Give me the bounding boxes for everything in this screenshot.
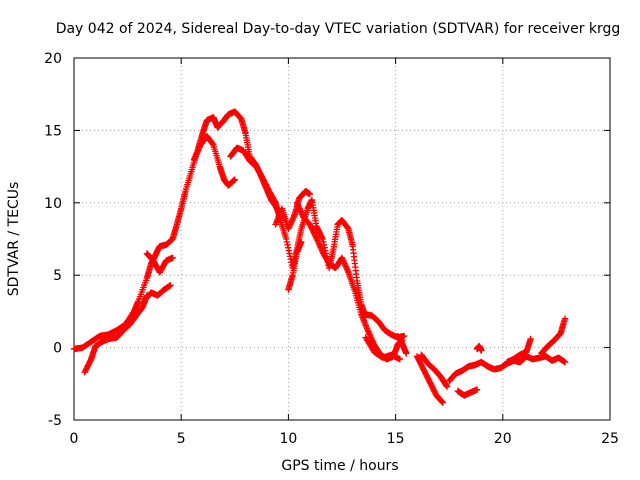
grid <box>74 58 610 420</box>
axis-ticks <box>73 57 611 421</box>
data-point <box>298 238 305 246</box>
data-point <box>231 176 238 183</box>
series-track-r <box>503 335 534 366</box>
data-point <box>527 335 534 343</box>
y-tick-label: 0 <box>53 341 62 357</box>
data-point <box>403 350 410 357</box>
x-axis-label: GPS time / hours <box>281 458 398 474</box>
data-point <box>167 282 174 289</box>
y-tick-label: 15 <box>44 123 62 139</box>
x-tick-label: 0 <box>70 431 79 447</box>
series-track-e <box>190 132 238 189</box>
y-tick-label: 5 <box>53 268 62 284</box>
chart-title: Day 042 of 2024, Sidereal Day-to-day VTE… <box>56 21 621 37</box>
x-tick-label: 25 <box>601 431 619 447</box>
series-track-a <box>70 108 288 353</box>
series-track-l <box>362 334 404 363</box>
x-tick-label: 20 <box>494 431 512 447</box>
series-track-k <box>362 311 408 341</box>
series-track-t <box>473 342 485 354</box>
y-tick-label: 20 <box>44 51 62 67</box>
x-tick-label: 10 <box>279 431 297 447</box>
y-tick-label: 10 <box>44 196 62 212</box>
data-point <box>169 254 176 262</box>
plot-frame <box>73 57 611 421</box>
series-track-j <box>293 199 406 363</box>
y-axis-label: SDTVAR / TECUs <box>6 182 22 297</box>
series-track-b <box>81 292 151 376</box>
series-track-h <box>276 196 369 321</box>
data-point <box>306 190 314 198</box>
series-track-i <box>285 238 305 293</box>
data-point <box>473 386 481 393</box>
series-track-f <box>227 144 284 222</box>
y-tick-label: -5 <box>48 413 62 429</box>
series-track-m <box>394 332 410 357</box>
series-track-p <box>446 353 569 385</box>
data-points <box>70 108 569 406</box>
x-tick-label: 5 <box>177 431 186 447</box>
data-point <box>400 332 408 340</box>
data-point <box>478 347 485 354</box>
x-tick-label: 15 <box>387 431 405 447</box>
series-track-q <box>454 386 481 399</box>
series-track-d <box>143 250 176 276</box>
data-point <box>396 355 404 363</box>
series-track-n <box>413 353 446 406</box>
data-point <box>439 399 446 406</box>
series-track-c <box>141 282 174 304</box>
series-track-o <box>418 351 451 390</box>
data-point <box>443 383 451 390</box>
y-tick-labels: -5 0 5 10 15 20 <box>44 51 62 429</box>
data-point <box>561 315 569 322</box>
data-point <box>561 358 569 366</box>
series-track-s <box>538 315 569 357</box>
x-tick-labels: 0 5 10 15 20 25 <box>70 431 619 447</box>
